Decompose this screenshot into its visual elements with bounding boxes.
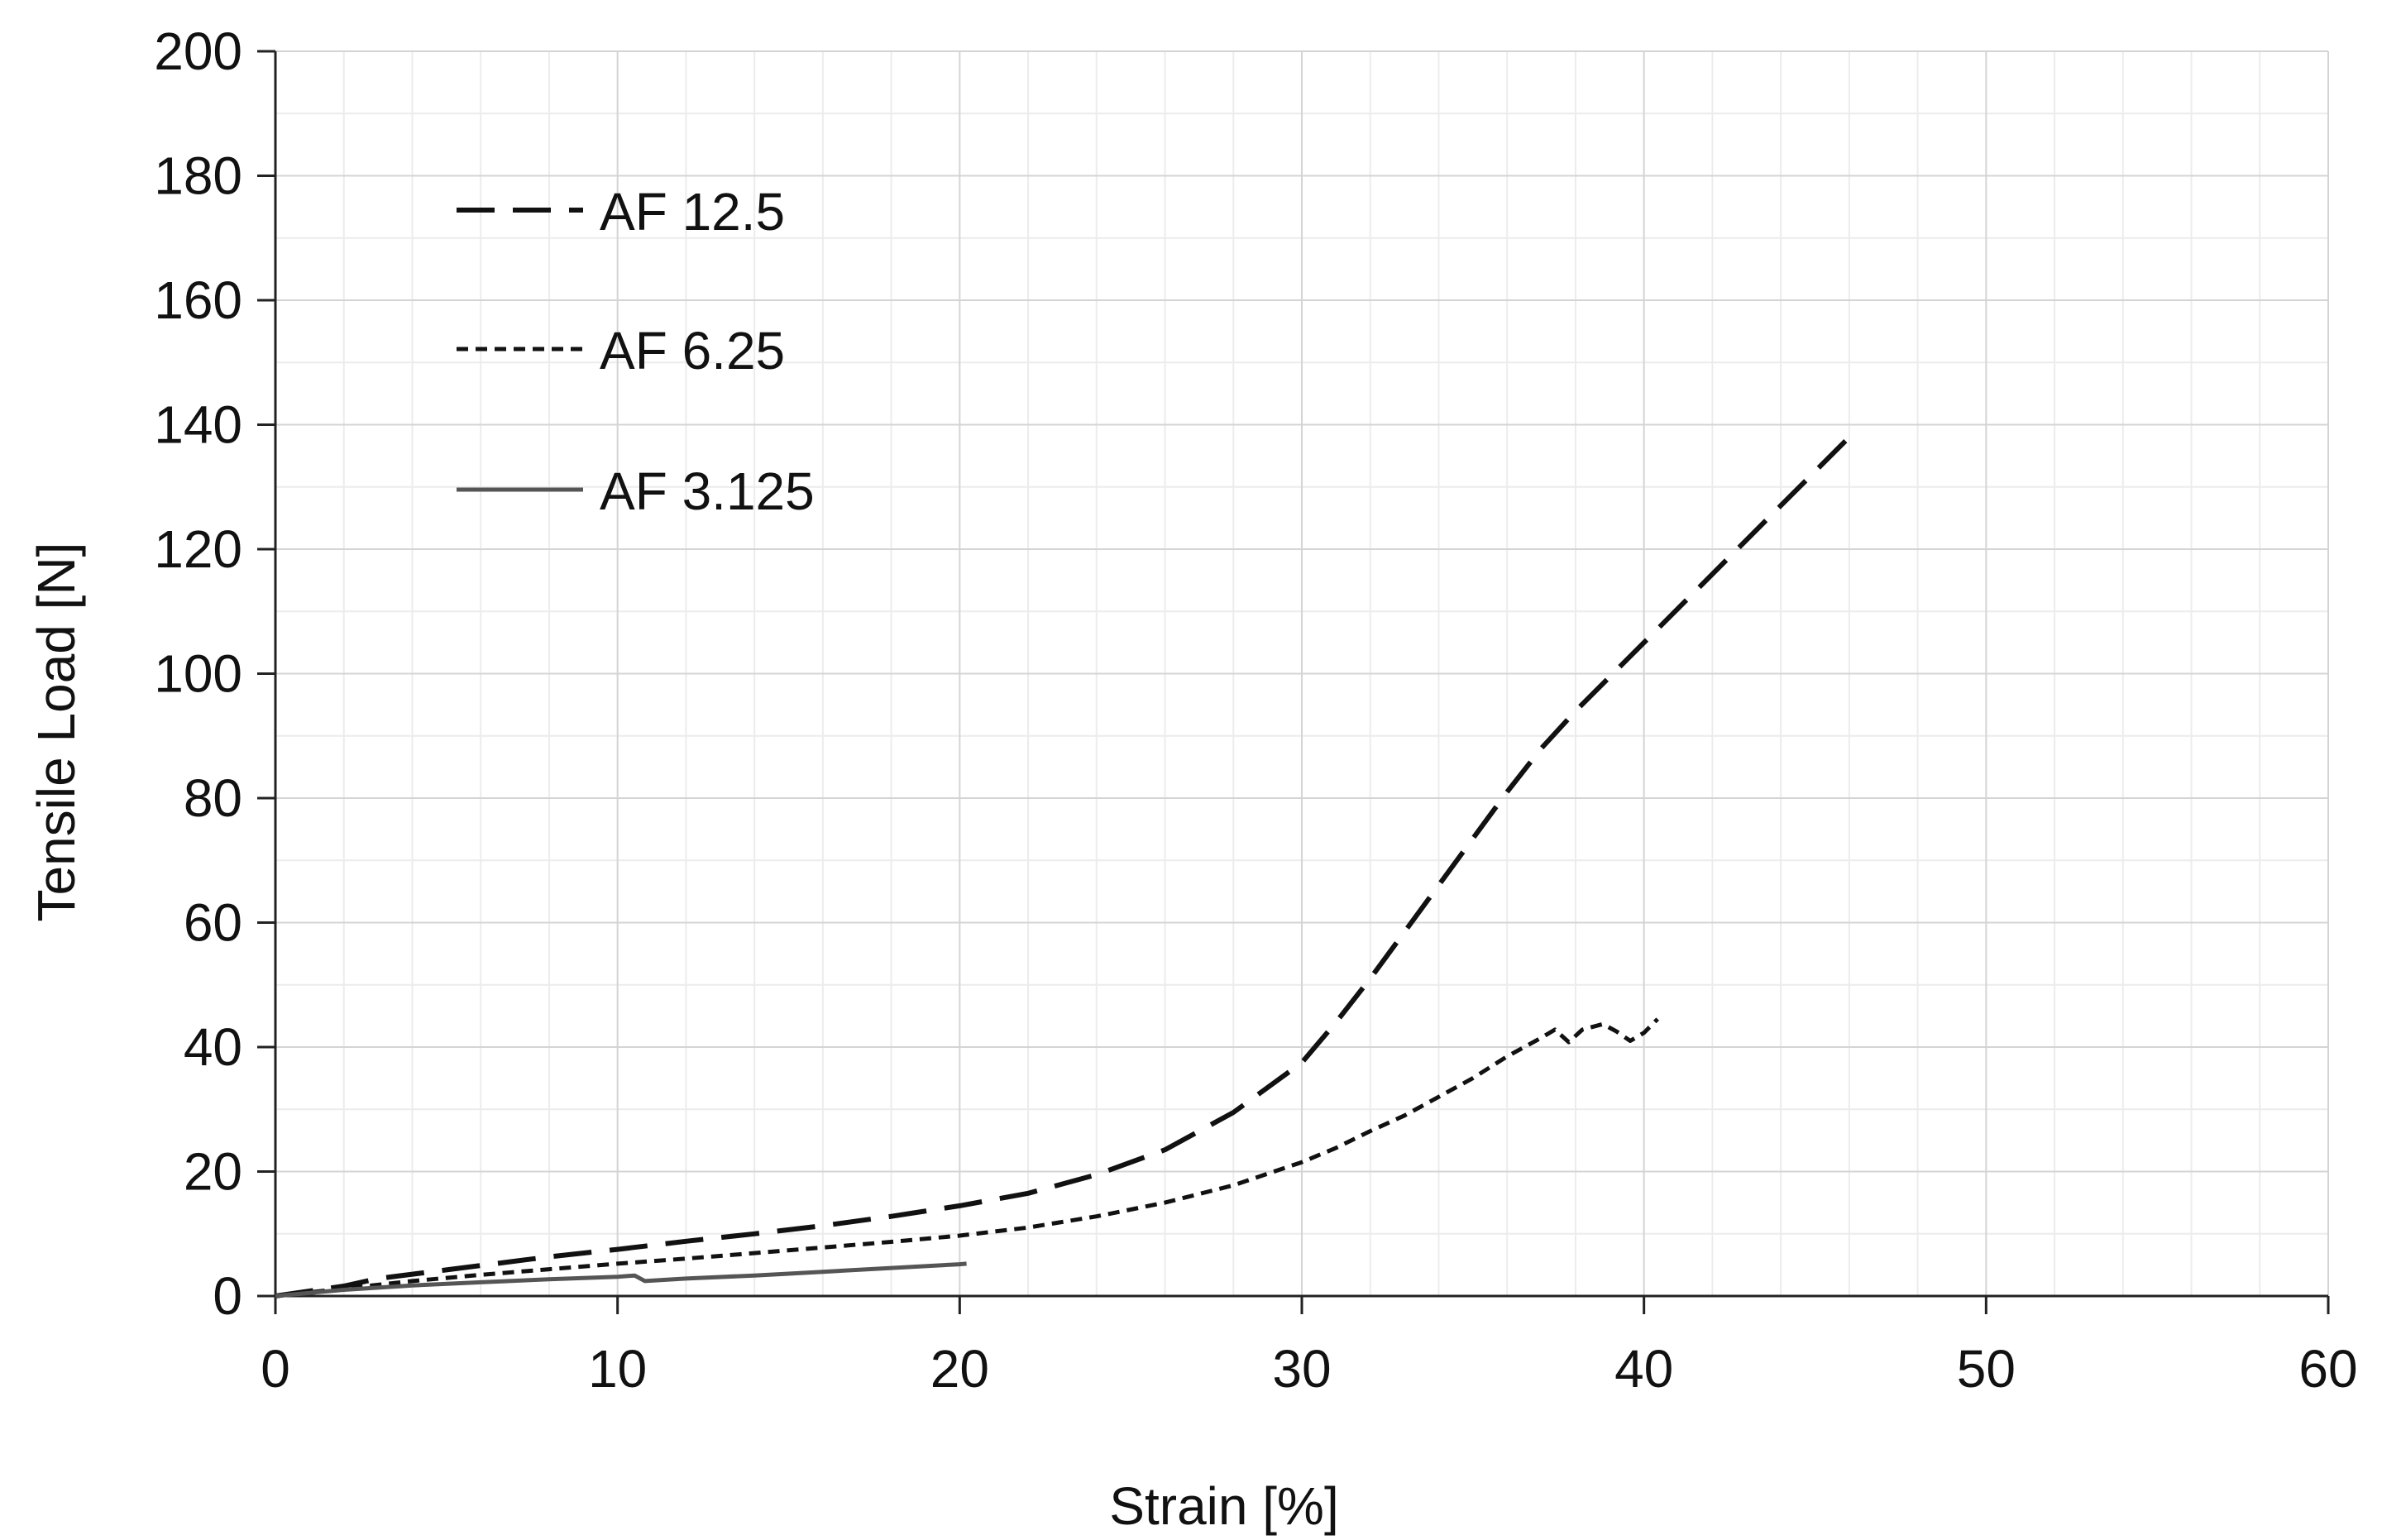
y-tick-label: 100	[154, 644, 242, 704]
y-tick-label: 60	[184, 893, 242, 953]
x-axis-title: Strain [%]	[1109, 1476, 1338, 1536]
y-tick-label: 80	[184, 768, 242, 828]
x-tick-label: 50	[1957, 1339, 2016, 1399]
legend-label: AF 3.125	[600, 462, 815, 521]
series-line-af-3-125	[275, 1261, 967, 1298]
legend-label: AF 6.25	[600, 321, 785, 380]
legend-label: AF 12.5	[600, 182, 785, 242]
grid-layer	[275, 50, 2329, 1296]
y-tick-label: 20	[184, 1142, 242, 1202]
y-tick-label: 40	[184, 1017, 242, 1077]
axis-labels: Strain [%] Tensile Load [N]	[26, 543, 1339, 1536]
y-axis-title: Tensile Load [N]	[26, 543, 86, 922]
series-line-af-12-5	[275, 435, 1852, 1298]
x-tick-label: 10	[588, 1339, 647, 1399]
y-tick-label: 140	[154, 395, 242, 455]
x-tick-label: 0	[261, 1339, 290, 1399]
axes-layer: 0 20 40 60 80 100 120 140 160 180 200 0 10 20 30 40 50 60	[154, 22, 2357, 1399]
y-tick-label: 180	[154, 146, 242, 206]
y-tick-label: 200	[154, 22, 242, 81]
series-line-af-6-25	[275, 1017, 1659, 1298]
y-tick-label: 0	[213, 1266, 242, 1326]
x-tick-label: 40	[1614, 1339, 1673, 1399]
y-tick-label: 160	[154, 270, 242, 330]
x-tick-label: 20	[930, 1339, 989, 1399]
x-tick-label: 30	[1272, 1339, 1331, 1399]
y-tick-label: 120	[154, 519, 242, 579]
x-tick-label: 60	[2298, 1339, 2357, 1399]
series-layer	[275, 435, 1852, 1298]
legend: AF 12.5 AF 6.25 AF 3.125	[457, 182, 815, 521]
